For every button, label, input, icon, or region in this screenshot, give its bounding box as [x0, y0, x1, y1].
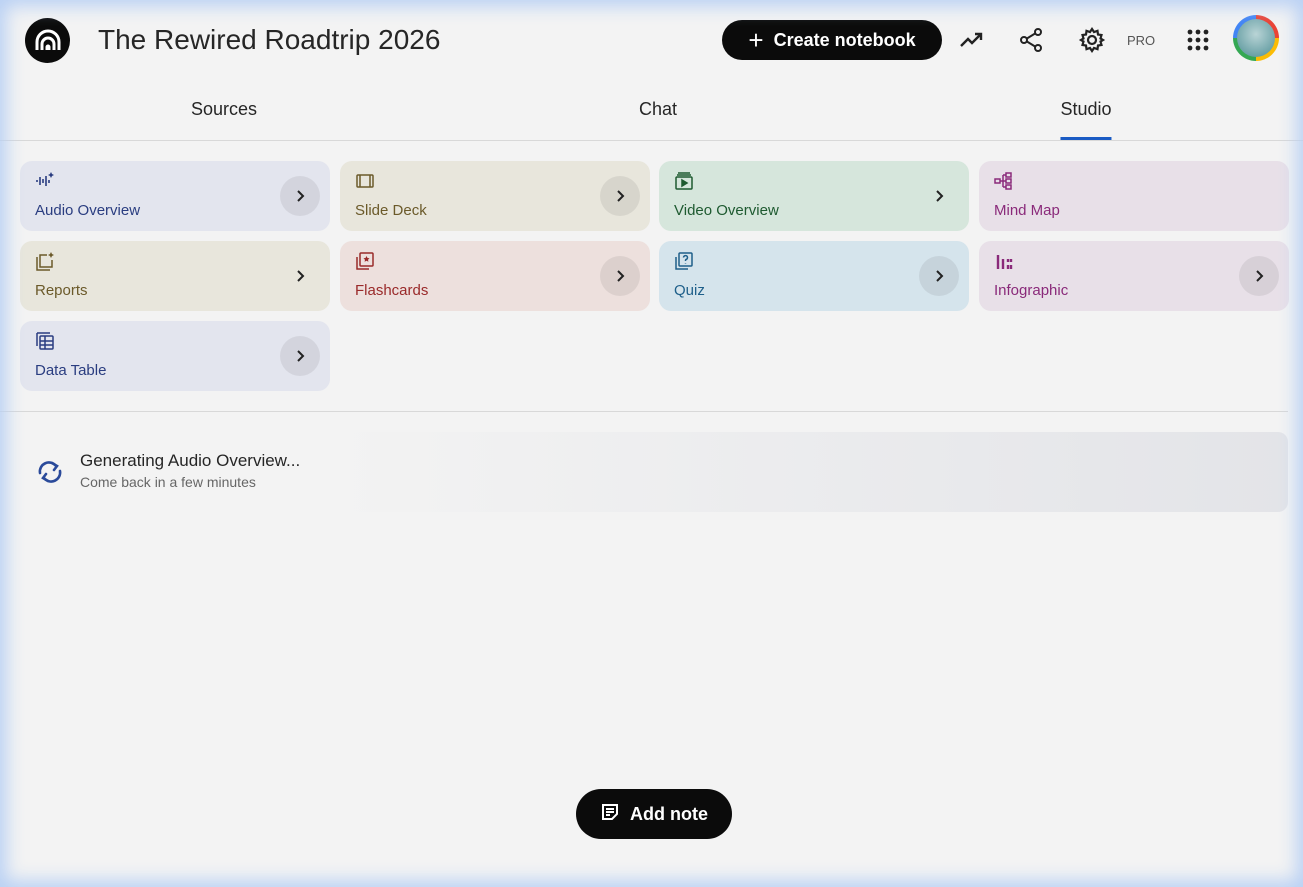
reports-icon	[35, 251, 55, 271]
studio-card-label: Flashcards	[355, 282, 429, 299]
notebook-title[interactable]: The Rewired Roadtrip 2026	[98, 24, 441, 55]
plus-icon: +	[748, 25, 764, 55]
studio-card-label: Data Table	[35, 362, 107, 379]
sync-spinner-icon	[35, 459, 65, 490]
generating-audio-overview-item: Generating Audio Overview... Come back i…	[20, 432, 1288, 512]
quiz-icon	[674, 251, 694, 271]
studio-card-label: Video Overview	[674, 202, 779, 219]
studio-card-label: Quiz	[674, 282, 705, 299]
user-avatar[interactable]	[1233, 15, 1279, 61]
chevron-right-icon[interactable]	[919, 176, 959, 216]
slides-icon	[355, 171, 375, 191]
studio-card-audio-overview[interactable]: Audio Overview	[20, 161, 330, 231]
studio-card-mind-map[interactable]: Mind Map	[979, 161, 1289, 231]
table-icon	[35, 331, 55, 351]
chevron-right-icon[interactable]	[280, 256, 320, 296]
add-note-button[interactable]: Add note	[576, 789, 732, 839]
studio-card-slide-deck[interactable]: Slide Deck	[340, 161, 650, 231]
chevron-right-icon[interactable]	[1239, 256, 1279, 296]
tab-chat[interactable]: Chat	[638, 99, 678, 119]
note-icon	[600, 802, 620, 827]
studio-card-data-table[interactable]: Data Table	[20, 321, 330, 391]
studio-card-quiz[interactable]: Quiz	[659, 241, 969, 311]
chevron-right-icon[interactable]	[600, 256, 640, 296]
studio-card-label: Slide Deck	[355, 202, 427, 219]
create-notebook-button[interactable]: + Create notebook	[722, 20, 942, 60]
video-icon	[674, 171, 694, 191]
studio-card-label: Audio Overview	[35, 202, 141, 219]
studio-card-infographic[interactable]: Infographic	[979, 241, 1289, 311]
tab-studio[interactable]: Studio	[1060, 99, 1112, 140]
tab-sources[interactable]: Sources	[190, 99, 258, 119]
add-note-label: Add note	[630, 803, 708, 824]
studio-card-label: Mind Map	[994, 202, 1060, 219]
studio-card-video-overview[interactable]: Video Overview	[659, 161, 969, 231]
infographic-icon	[994, 251, 1014, 271]
divider	[0, 411, 1288, 412]
chevron-right-icon[interactable]	[600, 176, 640, 216]
studio-card-label: Infographic	[994, 282, 1069, 299]
share-icon[interactable]	[1016, 25, 1046, 55]
create-notebook-label: Create notebook	[773, 29, 916, 50]
studio-card-reports[interactable]: Reports	[20, 241, 330, 311]
notebooklm-logo[interactable]	[25, 18, 70, 63]
tab-bar: Sources Chat Studio	[0, 85, 1303, 141]
pro-badge: PRO	[1127, 33, 1156, 48]
settings-icon[interactable]	[1077, 25, 1107, 55]
audio-waveform-sparkle-icon	[35, 171, 55, 191]
studio-card-label: Reports	[35, 282, 88, 299]
analytics-icon[interactable]	[957, 25, 987, 55]
mind-map-icon	[994, 171, 1014, 191]
apps-grid-icon[interactable]	[1183, 25, 1213, 55]
studio-card-flashcards[interactable]: Flashcards	[340, 241, 650, 311]
chevron-right-icon[interactable]	[919, 256, 959, 296]
generating-subtitle: Come back in a few minutes	[80, 474, 256, 490]
flashcards-icon	[355, 251, 375, 271]
chevron-right-icon[interactable]	[280, 336, 320, 376]
chevron-right-icon[interactable]	[280, 176, 320, 216]
generating-title: Generating Audio Overview...	[80, 451, 301, 470]
